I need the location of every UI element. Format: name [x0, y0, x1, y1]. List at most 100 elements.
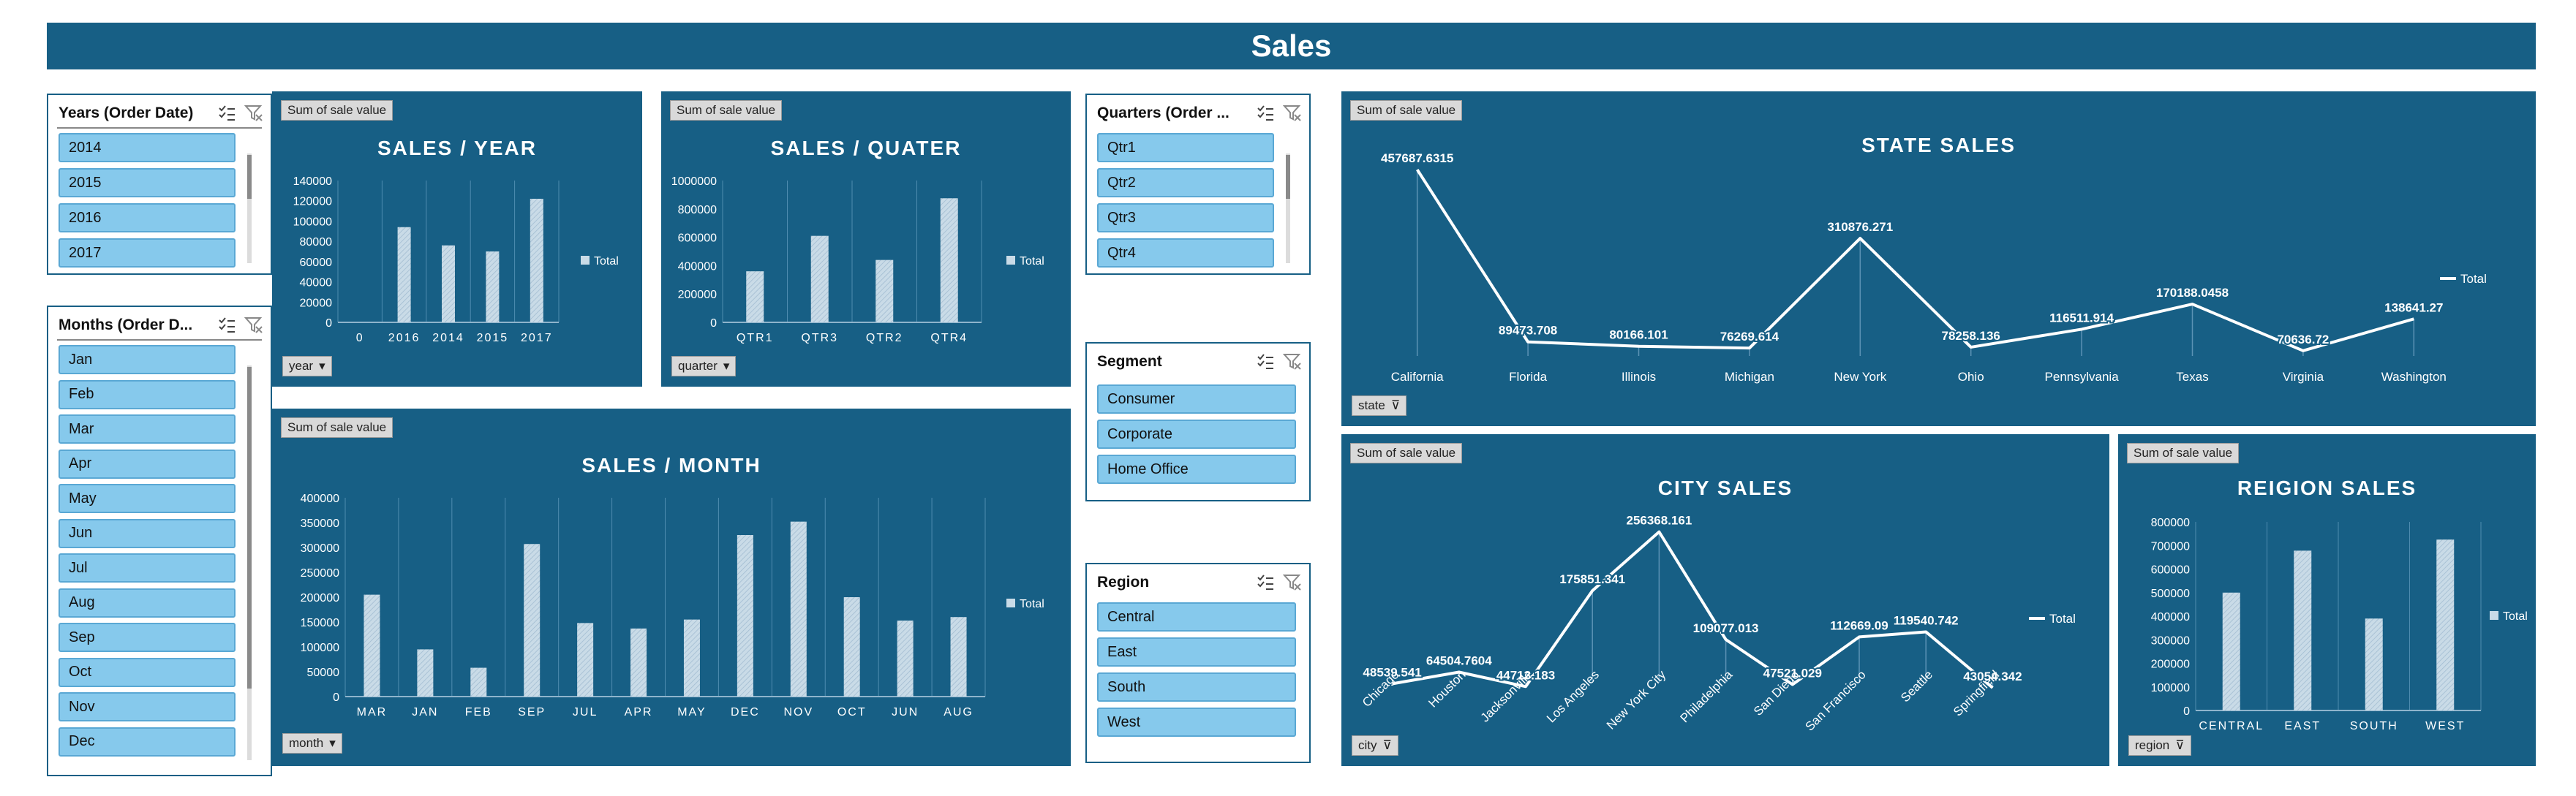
slicer-item[interactable]: 2017 — [59, 238, 236, 268]
slicer-quarters[interactable]: Quarters (Order ... Qtr1 Qtr2 Qtr3 Qtr4 — [1085, 94, 1311, 275]
multi-select-icon[interactable] — [1257, 575, 1274, 591]
slicer-item[interactable]: 2014 — [59, 133, 236, 162]
legend-swatch — [581, 256, 590, 265]
clear-filter-icon: ⊽ — [1382, 738, 1392, 752]
x-tick-label: Illinois — [1622, 370, 1656, 384]
slicer-item[interactable]: Consumer — [1097, 384, 1296, 414]
field-button[interactable]: Sum of sale value — [281, 100, 393, 121]
multi-select-icon[interactable] — [1257, 354, 1274, 370]
x-tick-label: APR — [625, 706, 653, 719]
slicer-segment[interactable]: Segment Consumer Corporate Home Office — [1085, 342, 1311, 501]
data-label: 256368.161 — [1626, 514, 1692, 528]
bar — [2294, 550, 2312, 710]
slicer-header: Quarters (Order ... — [1097, 102, 1302, 124]
y-tick-label: 400000 — [301, 493, 339, 505]
y-tick-label: 120000 — [293, 196, 332, 208]
x-tick-label: JUL — [573, 706, 598, 719]
x-tick-label: New York — [1834, 370, 1886, 384]
chart-sales-month: Sum of sale value SALES / MONTH 0 50000 10… — [272, 409, 1071, 766]
slicer-item[interactable]: South — [1097, 672, 1296, 702]
slicer-item[interactable]: 2015 — [59, 168, 236, 197]
filter-button[interactable]: region ⊽ — [2128, 735, 2191, 756]
slicer-item[interactable]: Jan — [59, 345, 236, 374]
x-tick-label: California — [1391, 370, 1444, 384]
slicer-item[interactable]: West — [1097, 708, 1296, 737]
slicer-item[interactable]: 2016 — [59, 203, 236, 232]
multi-select-icon[interactable] — [218, 317, 236, 333]
data-label: 457687.6315 — [1381, 151, 1453, 165]
y-tick-label: 200000 — [2151, 659, 2190, 671]
scrollbar[interactable] — [1286, 153, 1290, 263]
scrollbar-thumb[interactable] — [1286, 155, 1290, 199]
legend-label: Total — [1020, 598, 1044, 610]
legend-swatch — [2490, 611, 2498, 620]
field-button[interactable]: Sum of sale value — [2127, 443, 2240, 463]
slicer-title: Years (Order Date) — [59, 105, 194, 121]
slicer-item[interactable]: Qtr4 — [1097, 238, 1274, 268]
data-label: 70636.72 — [2277, 333, 2329, 346]
slicer-item[interactable]: Qtr1 — [1097, 133, 1274, 162]
field-button[interactable]: Sum of sale value — [281, 417, 393, 438]
slicer-item[interactable]: Central — [1097, 602, 1296, 632]
field-button[interactable]: Sum of sale value — [1350, 443, 1463, 463]
legend-label: Total — [1020, 255, 1044, 268]
slicer-item[interactable]: Jun — [59, 518, 236, 548]
chart-city-sales: Sum of sale value CITY SALES 48539.541 64… — [1341, 434, 2109, 766]
filter-button[interactable]: city ⊽ — [1352, 735, 1398, 756]
data-label: 47521.029 — [1763, 666, 1822, 680]
x-tick-label: NOV — [783, 706, 813, 719]
slicer-item[interactable]: East — [1097, 637, 1296, 667]
slicer-months[interactable]: Months (Order D... Jan Feb Mar Apr May Jun Jul… — [47, 306, 272, 776]
slicer-title: Segment — [1097, 353, 1162, 370]
multi-select-icon[interactable] — [1257, 105, 1274, 121]
field-button[interactable]: Sum of sale value — [1350, 100, 1463, 121]
filter-button[interactable]: state ⊽ — [1352, 395, 1407, 416]
bar — [577, 623, 594, 697]
filter-button[interactable]: month ▾ — [282, 733, 342, 754]
scrollbar-thumb[interactable] — [247, 155, 252, 199]
y-tick-label: 300000 — [301, 542, 339, 555]
slicer-years[interactable]: Years (Order Date) 2014 2015 2016 2017 — [47, 94, 272, 275]
slicer-item[interactable]: Dec — [59, 727, 236, 757]
clear-filter-icon[interactable] — [1283, 353, 1302, 371]
clear-filter-icon[interactable] — [1283, 574, 1302, 591]
slicer-item[interactable]: Sep — [59, 623, 236, 652]
filter-button[interactable]: year ▾ — [282, 356, 332, 376]
data-label: 109077.013 — [1693, 621, 1759, 635]
slicer-item[interactable]: Qtr2 — [1097, 168, 1274, 197]
chart-plot: 0 200000 400000 600000 800000 1000000 QTR1 QTR3… — [671, 175, 1044, 344]
slicer-item[interactable]: Corporate — [1097, 420, 1296, 449]
x-tick-label: QTR3 — [801, 332, 838, 344]
scrollbar-thumb[interactable] — [247, 367, 252, 689]
data-label: 170188.0458 — [2156, 286, 2229, 300]
y-tick-label: 600000 — [2151, 564, 2190, 577]
slicer-item[interactable]: Jul — [59, 553, 236, 583]
slicer-item[interactable]: Aug — [59, 588, 236, 618]
x-tick-label: JUN — [892, 706, 919, 719]
data-label: 310876.271 — [1827, 220, 1893, 234]
slicer-item[interactable]: Feb — [59, 379, 236, 409]
bar — [950, 617, 967, 697]
y-tick-label: 150000 — [301, 617, 339, 629]
slicer-item[interactable]: Qtr3 — [1097, 203, 1274, 232]
slicer-item[interactable]: Oct — [59, 657, 236, 687]
slicer-region[interactable]: Region Central East South West — [1085, 563, 1311, 763]
scrollbar[interactable] — [247, 153, 252, 263]
slicer-item[interactable]: Mar — [59, 414, 236, 444]
slicer-item[interactable]: Apr — [59, 449, 236, 479]
clear-filter-icon[interactable] — [244, 316, 263, 334]
slicer-item[interactable]: Nov — [59, 692, 236, 721]
legend-swatch — [1006, 256, 1015, 265]
clear-filter-icon[interactable] — [244, 105, 263, 122]
chart-sales-year: Sum of sale value SALES / YEAR 0 20000 400… — [272, 91, 642, 387]
y-tick-label: 800000 — [678, 204, 717, 216]
slicer-item[interactable]: Home Office — [1097, 455, 1296, 484]
y-tick-label: 0 — [2183, 705, 2190, 718]
slicer-item[interactable]: May — [59, 484, 236, 513]
filter-button[interactable]: quarter ▾ — [671, 356, 737, 376]
multi-select-icon[interactable] — [218, 105, 236, 121]
x-tick-label: AUG — [944, 706, 973, 719]
clear-filter-icon[interactable] — [1283, 105, 1302, 122]
field-button[interactable]: Sum of sale value — [670, 100, 783, 121]
bar — [683, 619, 700, 697]
